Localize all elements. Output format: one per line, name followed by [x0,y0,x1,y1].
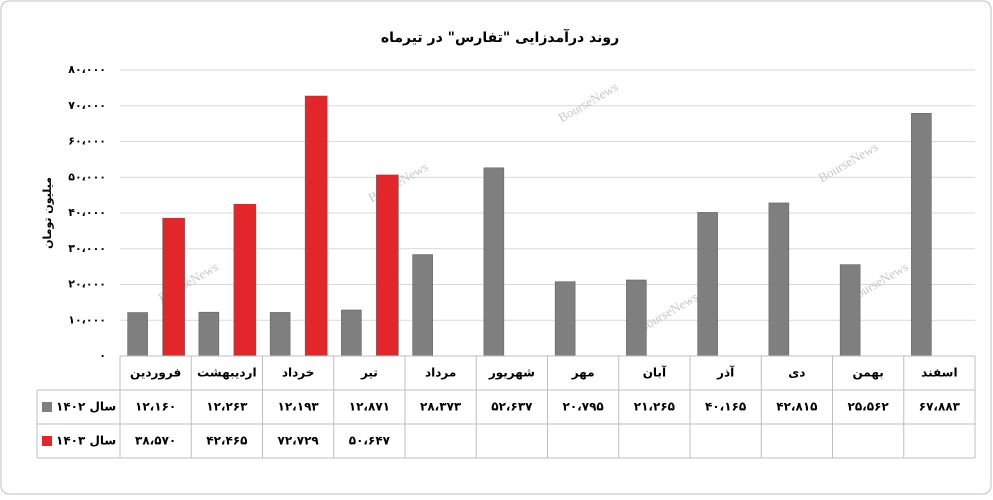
data-label: ۷۲،۷۲۹ [278,434,320,448]
bar [341,309,362,357]
bar [162,217,185,357]
data-label: ۴۲،۸۱۵ [776,400,817,414]
data-label: ۱۲،۲۶۳ [206,400,248,414]
x-tick-label: دی [788,366,805,380]
bar [768,202,790,357]
y-tick-label: ۸۰،۰۰۰ [68,63,106,76]
y-tick-label: ۶۰،۰۰۰ [68,135,106,148]
bar [839,264,861,357]
legend-label: سال ۱۴۰۲ [56,400,116,414]
bar [233,203,257,357]
data-label: ۳۸،۵۷۰ [135,434,176,448]
data-label: ۱۲،۸۷۱ [349,400,390,414]
data-label: ۵۰،۶۴۷ [349,434,391,448]
y-tick-label: ۲۰،۰۰۰ [68,278,106,291]
x-tick-label: مهر [571,366,595,380]
legend-swatch [42,402,52,412]
data-label: ۴۰،۱۶۵ [705,400,746,414]
y-tick-label: ۵۰،۰۰۰ [68,170,106,183]
y-axis-label: میلیون تومان [41,177,54,249]
y-tick-label: ۰ [99,349,106,362]
bar [412,254,433,357]
bar [554,281,576,357]
x-tick-label: فروردین [130,366,181,381]
bar [697,212,718,357]
x-tick-label: مرداد [425,366,456,380]
x-tick-label: اردیبهشت [197,366,256,380]
x-tick-label: بهمن [852,366,883,380]
x-tick-label: خرداد [282,366,315,380]
data-label: ۴۲،۴۶۵ [206,434,247,448]
x-tick-label: شهریور [488,366,535,381]
x-tick-label: آذر [716,365,735,380]
bar [911,113,932,357]
y-tick-label: ۱۰،۰۰۰ [68,313,106,326]
bar [127,312,148,357]
bar [304,95,328,357]
chart-title: روند درآمدزایی "تفارس" در تیرماه [381,28,619,46]
bar [198,311,220,357]
y-tick-label: ۳۰،۰۰۰ [68,242,106,255]
legend-swatch [42,436,52,446]
x-tick-label: تیر [360,366,378,380]
data-label: ۲۵،۵۶۲ [848,400,890,414]
bar [269,312,291,357]
data-label: ۲۸،۳۷۳ [420,400,462,414]
bar [626,279,647,357]
x-tick-label: اسفند [921,366,957,380]
bar [483,167,505,357]
y-tick-label: ۷۰،۰۰۰ [68,99,106,112]
x-tick-label: آبان [643,365,667,380]
data-label: ۲۱،۲۶۵ [634,400,675,414]
data-label: ۵۲،۶۳۷ [491,400,533,414]
legend-label: سال ۱۴۰۳ [56,434,116,448]
bar [376,174,399,357]
data-label: ۱۲،۱۹۳ [278,400,320,414]
data-label: ۶۷،۸۸۳ [919,400,961,414]
data-label: ۲۰،۷۹۵ [563,400,604,414]
y-tick-label: ۴۰،۰۰۰ [68,206,106,219]
data-label: ۱۲،۱۶۰ [135,400,176,414]
